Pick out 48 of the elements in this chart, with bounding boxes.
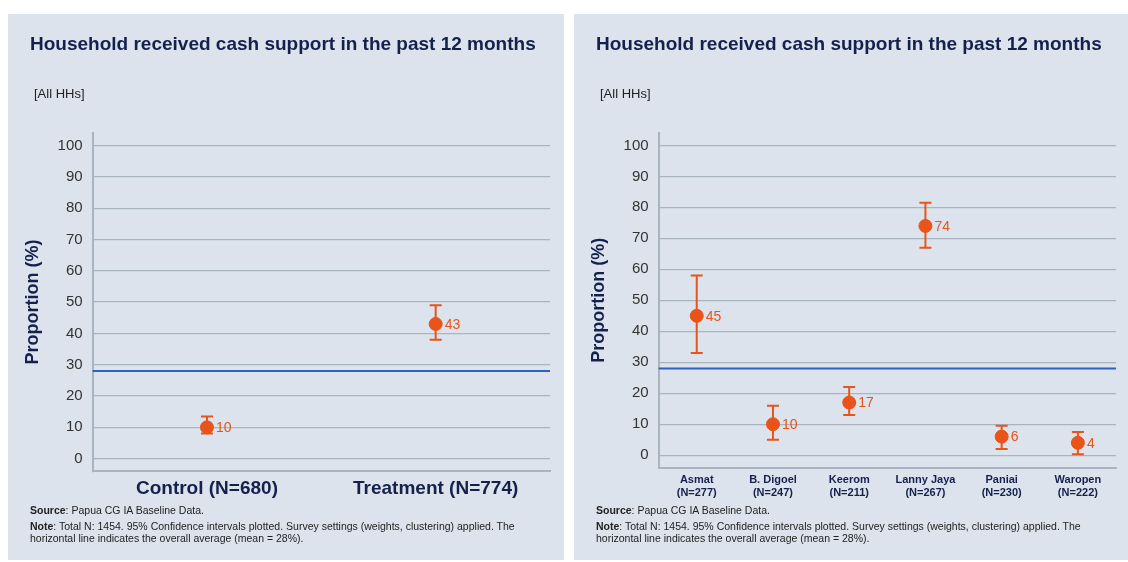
y-tick-label: 90 bbox=[65, 166, 83, 184]
y-tick-label: 70 bbox=[65, 229, 83, 247]
y-tick-label: 20 bbox=[65, 386, 83, 404]
y-tick-label: 0 bbox=[74, 448, 83, 466]
y-tick-label: 50 bbox=[631, 290, 649, 308]
chart-subtitle: [All HHs] bbox=[34, 86, 85, 101]
y-tick-label: 40 bbox=[631, 321, 649, 339]
data-label: 45 bbox=[705, 307, 722, 324]
y-tick-label: 0 bbox=[640, 445, 649, 463]
data-label: 74 bbox=[934, 217, 951, 234]
x-tick-label: Control (N=680) bbox=[135, 476, 278, 498]
x-tick-label: Treatment (N=774) bbox=[353, 476, 519, 498]
data-label: 6 bbox=[1010, 428, 1019, 445]
y-tick-label: 40 bbox=[65, 323, 83, 341]
y-tick-label: 20 bbox=[631, 383, 649, 401]
x-tick-label: B. Digoel (N=247) bbox=[749, 473, 797, 499]
y-tick-label: 100 bbox=[623, 135, 649, 153]
text: Note: Total N: 1454. 95% Confidence intervals plotted. Survey settings (weights, clustering) applied. The horizontal line indicates the overall average (mean = 28%). bbox=[30, 520, 516, 544]
y-tick-label: 100 bbox=[57, 135, 83, 153]
y-tick-label: 10 bbox=[65, 417, 83, 435]
data-label: 43 bbox=[444, 315, 461, 332]
y-tick-label: 30 bbox=[631, 352, 649, 370]
y-tick-label: 90 bbox=[631, 166, 649, 184]
source-note: Source: Papua CG IA Baseline Data. bbox=[596, 504, 771, 516]
x-tick-label: Keerom (N=211) bbox=[828, 473, 870, 499]
y-tick-label: 70 bbox=[631, 228, 649, 246]
chart-subtitle: [All HHs] bbox=[600, 86, 651, 101]
data-label: 10 bbox=[781, 416, 798, 433]
text: Note: Total N: 1454. 95% Confidence intervals plotted. Survey settings (weights, clustering) applied. The horizontal line indicates the overall average (mean = 28%). bbox=[596, 520, 1082, 544]
data-label: 4 bbox=[1086, 434, 1095, 451]
y-tick-label: 50 bbox=[65, 292, 83, 310]
y-tick-label: 80 bbox=[65, 198, 83, 216]
y-tick-label: 60 bbox=[631, 259, 649, 277]
y-tick-label: 30 bbox=[65, 354, 83, 372]
data-label: 17 bbox=[858, 394, 874, 411]
y-tick-label: 10 bbox=[631, 414, 649, 432]
chart-title: Household received cash support in the past 12 months bbox=[596, 32, 1103, 55]
x-tick-label: Paniai (N=230) bbox=[981, 473, 1023, 499]
x-tick-label: Lanny Jaya (N=267) bbox=[895, 473, 957, 499]
y-tick-label: 80 bbox=[631, 197, 649, 215]
x-tick-label: Asmat (N=277) bbox=[676, 473, 718, 499]
chart-title: Household received cash support in the past 12 months bbox=[30, 32, 537, 55]
source-note: Source: Papua CG IA Baseline Data. bbox=[30, 504, 205, 516]
x-tick-label: Waropen (N=222) bbox=[1054, 473, 1102, 499]
y-axis-title: Proportion (%) bbox=[587, 237, 608, 363]
y-axis-title: Proportion (%) bbox=[21, 239, 42, 365]
y-tick-label: 60 bbox=[65, 260, 83, 278]
data-label: 10 bbox=[215, 419, 232, 436]
